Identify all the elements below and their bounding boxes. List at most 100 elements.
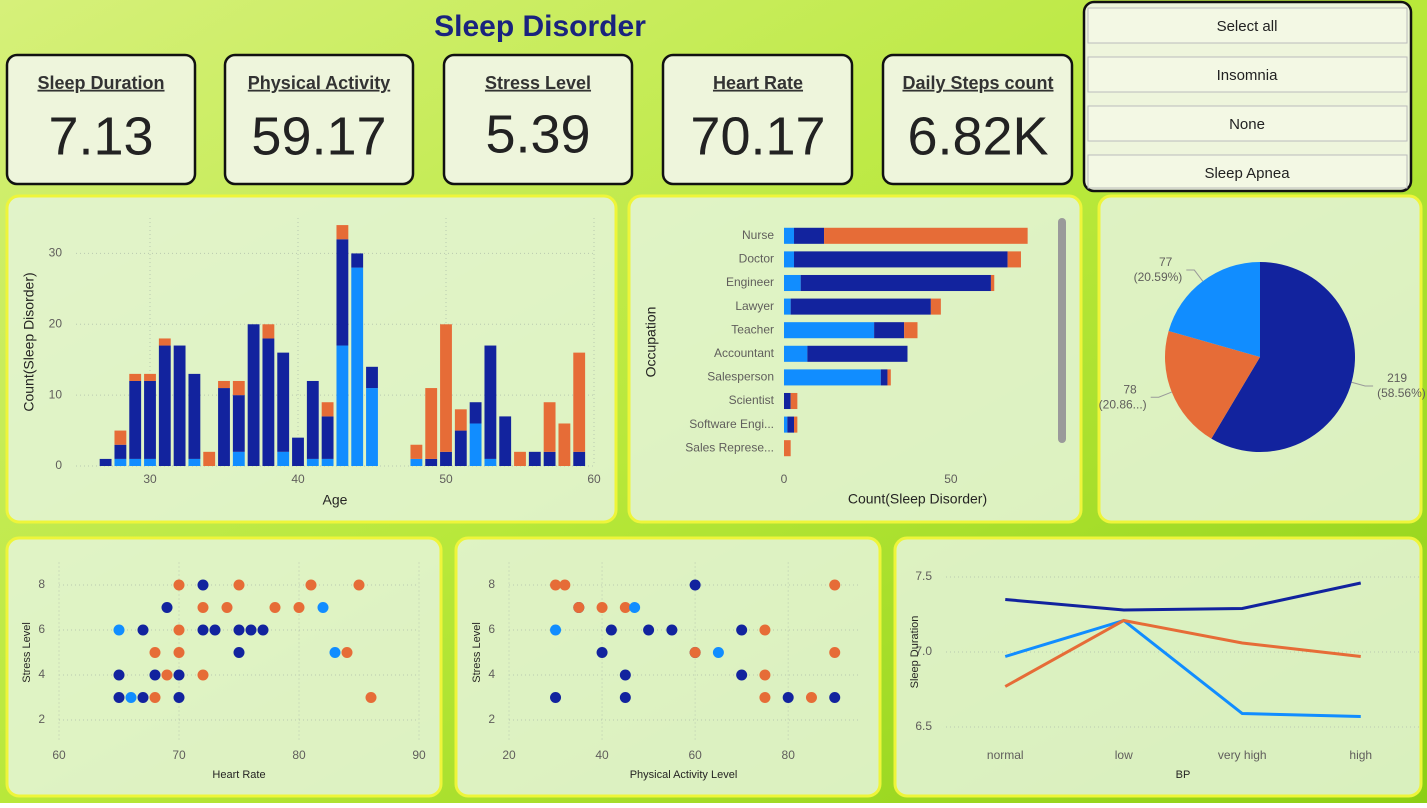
bar-segment [440,324,452,452]
data-label: (58.56%) [1377,386,1426,400]
scatter-point [305,579,317,591]
scatter-point [269,602,281,613]
scatter-point [329,647,341,658]
scatter-point [197,669,209,681]
panel [454,536,882,798]
slicer-item[interactable] [1087,7,1408,44]
x-axis-title: Age [323,492,348,508]
x-tick-label: 60 [688,748,702,762]
scatter-point [233,647,245,658]
bar-segment [277,451,290,466]
bar-segment [144,373,156,381]
scatter-point [173,669,185,681]
y-tick-label: 20 [49,316,63,330]
scatter-point [550,579,562,591]
data-label: (20.59%) [1134,270,1183,284]
scatter-point [245,624,257,636]
scatter-point [197,579,209,591]
bar-segment [232,395,245,452]
bar-segment [874,322,905,339]
bar-segment [410,444,423,459]
bar-segment [454,430,467,466]
scatter-point [125,692,137,703]
y-tick-label: Salesperson [707,370,774,384]
bar-segment [930,298,941,315]
bar-segment [784,227,795,244]
bar-segment [824,227,1028,244]
kpi-value: 5.39 [485,104,590,164]
data-label: 219 [1387,371,1407,385]
bar-segment [203,451,216,466]
x-axis-title: Count(Sleep Disorder) [848,491,987,507]
scatter-point [736,624,748,636]
scatter-point [173,624,185,636]
slicer-item[interactable] [1087,154,1408,189]
bar-segment [800,274,991,292]
scatter-point [113,669,125,681]
bar-segment [784,322,875,339]
slicer-label: None [1229,116,1265,133]
bar-segment [558,423,571,466]
bar-segment [784,345,808,362]
scatter-point [113,624,125,636]
bar-segment [410,458,423,466]
bar-segment [114,444,127,459]
bar-segment [262,338,275,466]
slicer-label: Sleep Apnea [1204,165,1290,182]
bar-segment [129,380,142,459]
bar-segment [232,451,245,466]
scatter-point [559,579,571,591]
bar-segment [218,380,230,389]
scatter-point [643,624,655,636]
bar-segment [790,392,798,410]
scatter-point [689,647,701,658]
data-label: 78 [1123,382,1137,396]
scatter-point [829,647,841,658]
slicer-label: Select all [1217,18,1278,35]
slicer-item[interactable] [1087,56,1408,93]
bar-segment [277,352,290,452]
bar-segment [880,369,888,386]
scatter-point [550,692,562,703]
scatter-point [137,692,149,703]
scrollbar[interactable] [1058,218,1066,443]
scatter-point [257,624,269,636]
pie-slice [1165,331,1260,439]
bar-segment [794,227,825,244]
bar-segment [440,451,452,466]
y-tick-label: 2 [488,712,495,726]
bar-segment [514,451,526,466]
kpi-value: 59.17 [251,106,386,166]
scatter-point [137,624,149,636]
y-tick-label: 30 [49,246,63,260]
scatter-point [619,692,631,703]
slicer-item[interactable] [1087,105,1408,142]
y-tick-label: 0 [55,458,62,472]
title: Sleep Disorder [434,10,646,43]
y-tick-label: Nurse [742,228,774,242]
scatter-point [829,692,841,703]
bar-segment [784,274,801,292]
y-axis-title: Occupation [643,307,659,378]
bar-segment [188,458,201,466]
x-tick-label: normal [987,748,1024,762]
scatter-point [759,692,771,703]
bar-segment [904,322,918,339]
bar-segment [543,402,556,452]
x-axis-title: Physical Activity Level [630,769,738,781]
bar-segment [484,345,497,459]
bar-segment [114,430,127,445]
kpi-value: 70.17 [690,106,825,166]
y-tick-label: Doctor [739,252,774,266]
scatter-point [353,579,365,591]
bar-segment [321,416,334,459]
y-tick-label: 4 [38,667,45,681]
bar-segment [306,380,319,459]
scatter-point [209,624,221,636]
scatter-point [113,692,125,703]
bar-segment [247,324,260,466]
scatter-point [573,602,585,613]
scatter-point [629,602,641,613]
bar-segment [528,451,541,466]
scatter-point [197,624,209,636]
